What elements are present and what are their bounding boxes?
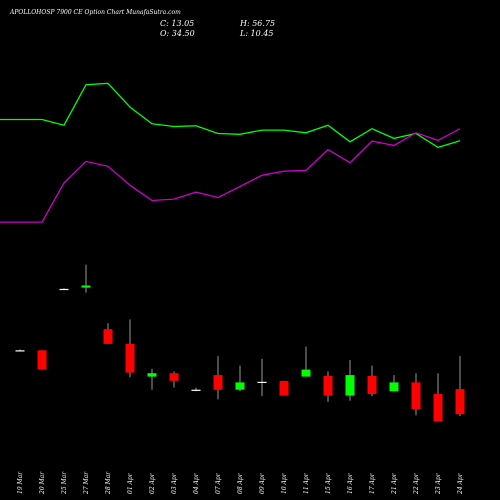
candle-body bbox=[59, 288, 69, 291]
x-tick-label: 08 Apr bbox=[237, 472, 244, 494]
low-value: L: 10.45 bbox=[240, 29, 274, 38]
candle-body bbox=[169, 373, 179, 381]
x-tick-label: 04 Apr bbox=[193, 472, 200, 494]
indicator-line-1 bbox=[0, 82, 461, 149]
indicator-line-2 bbox=[0, 128, 461, 223]
candle-body bbox=[103, 329, 113, 344]
candle-body bbox=[213, 375, 223, 390]
candle-body bbox=[345, 375, 355, 396]
x-tick-label: 01 Apr bbox=[127, 472, 134, 494]
candle-body bbox=[15, 350, 25, 352]
candle-body bbox=[125, 343, 135, 373]
candle-body bbox=[257, 381, 267, 383]
candle-body bbox=[147, 373, 157, 377]
close-value: C: 13.05 bbox=[160, 19, 195, 28]
candle-body bbox=[367, 376, 377, 394]
candle-body bbox=[323, 376, 333, 396]
candle-body bbox=[81, 285, 91, 288]
x-tick-label: 24 Apr bbox=[457, 472, 464, 495]
candle-body bbox=[235, 382, 245, 390]
x-tick-label: 23 Apr bbox=[435, 472, 442, 495]
x-tick-label: 19 Mar bbox=[17, 471, 24, 494]
x-tick-label: 28 Mar bbox=[105, 471, 112, 495]
x-tick-label: 10 Apr bbox=[281, 472, 288, 494]
candle-body bbox=[433, 394, 443, 422]
candle-body bbox=[455, 389, 465, 415]
candle-body bbox=[301, 369, 311, 377]
x-tick-label: 17 Apr bbox=[369, 472, 376, 494]
chart-title: APOLLOHOSP 7900 CE Option Chart MunafaSu… bbox=[10, 9, 181, 16]
candle-body bbox=[191, 389, 201, 391]
x-tick-label: 16 Apr bbox=[347, 472, 354, 494]
high-value: H: 56.75 bbox=[240, 19, 276, 28]
x-tick-label: 07 Apr bbox=[215, 472, 222, 494]
candle-body bbox=[389, 382, 399, 392]
x-tick-label: 22 Apr bbox=[413, 472, 420, 495]
x-tick-label: 15 Apr bbox=[325, 472, 332, 494]
candle-body bbox=[37, 350, 47, 370]
x-tick-label: 03 Apr bbox=[171, 472, 178, 494]
x-tick-label: 02 Apr bbox=[149, 472, 156, 494]
candle-body bbox=[411, 382, 421, 410]
open-value: O: 34.50 bbox=[160, 29, 195, 38]
x-tick-label: 20 Mar bbox=[39, 471, 46, 495]
x-tick-label: 21 Apr bbox=[391, 472, 398, 495]
candle-body bbox=[279, 380, 289, 396]
x-tick-label: 09 Apr bbox=[259, 472, 266, 494]
x-tick-label: 11 Apr bbox=[303, 472, 310, 494]
x-tick-label: 25 Mar bbox=[61, 471, 68, 495]
x-tick-label: 27 Mar bbox=[83, 471, 90, 495]
